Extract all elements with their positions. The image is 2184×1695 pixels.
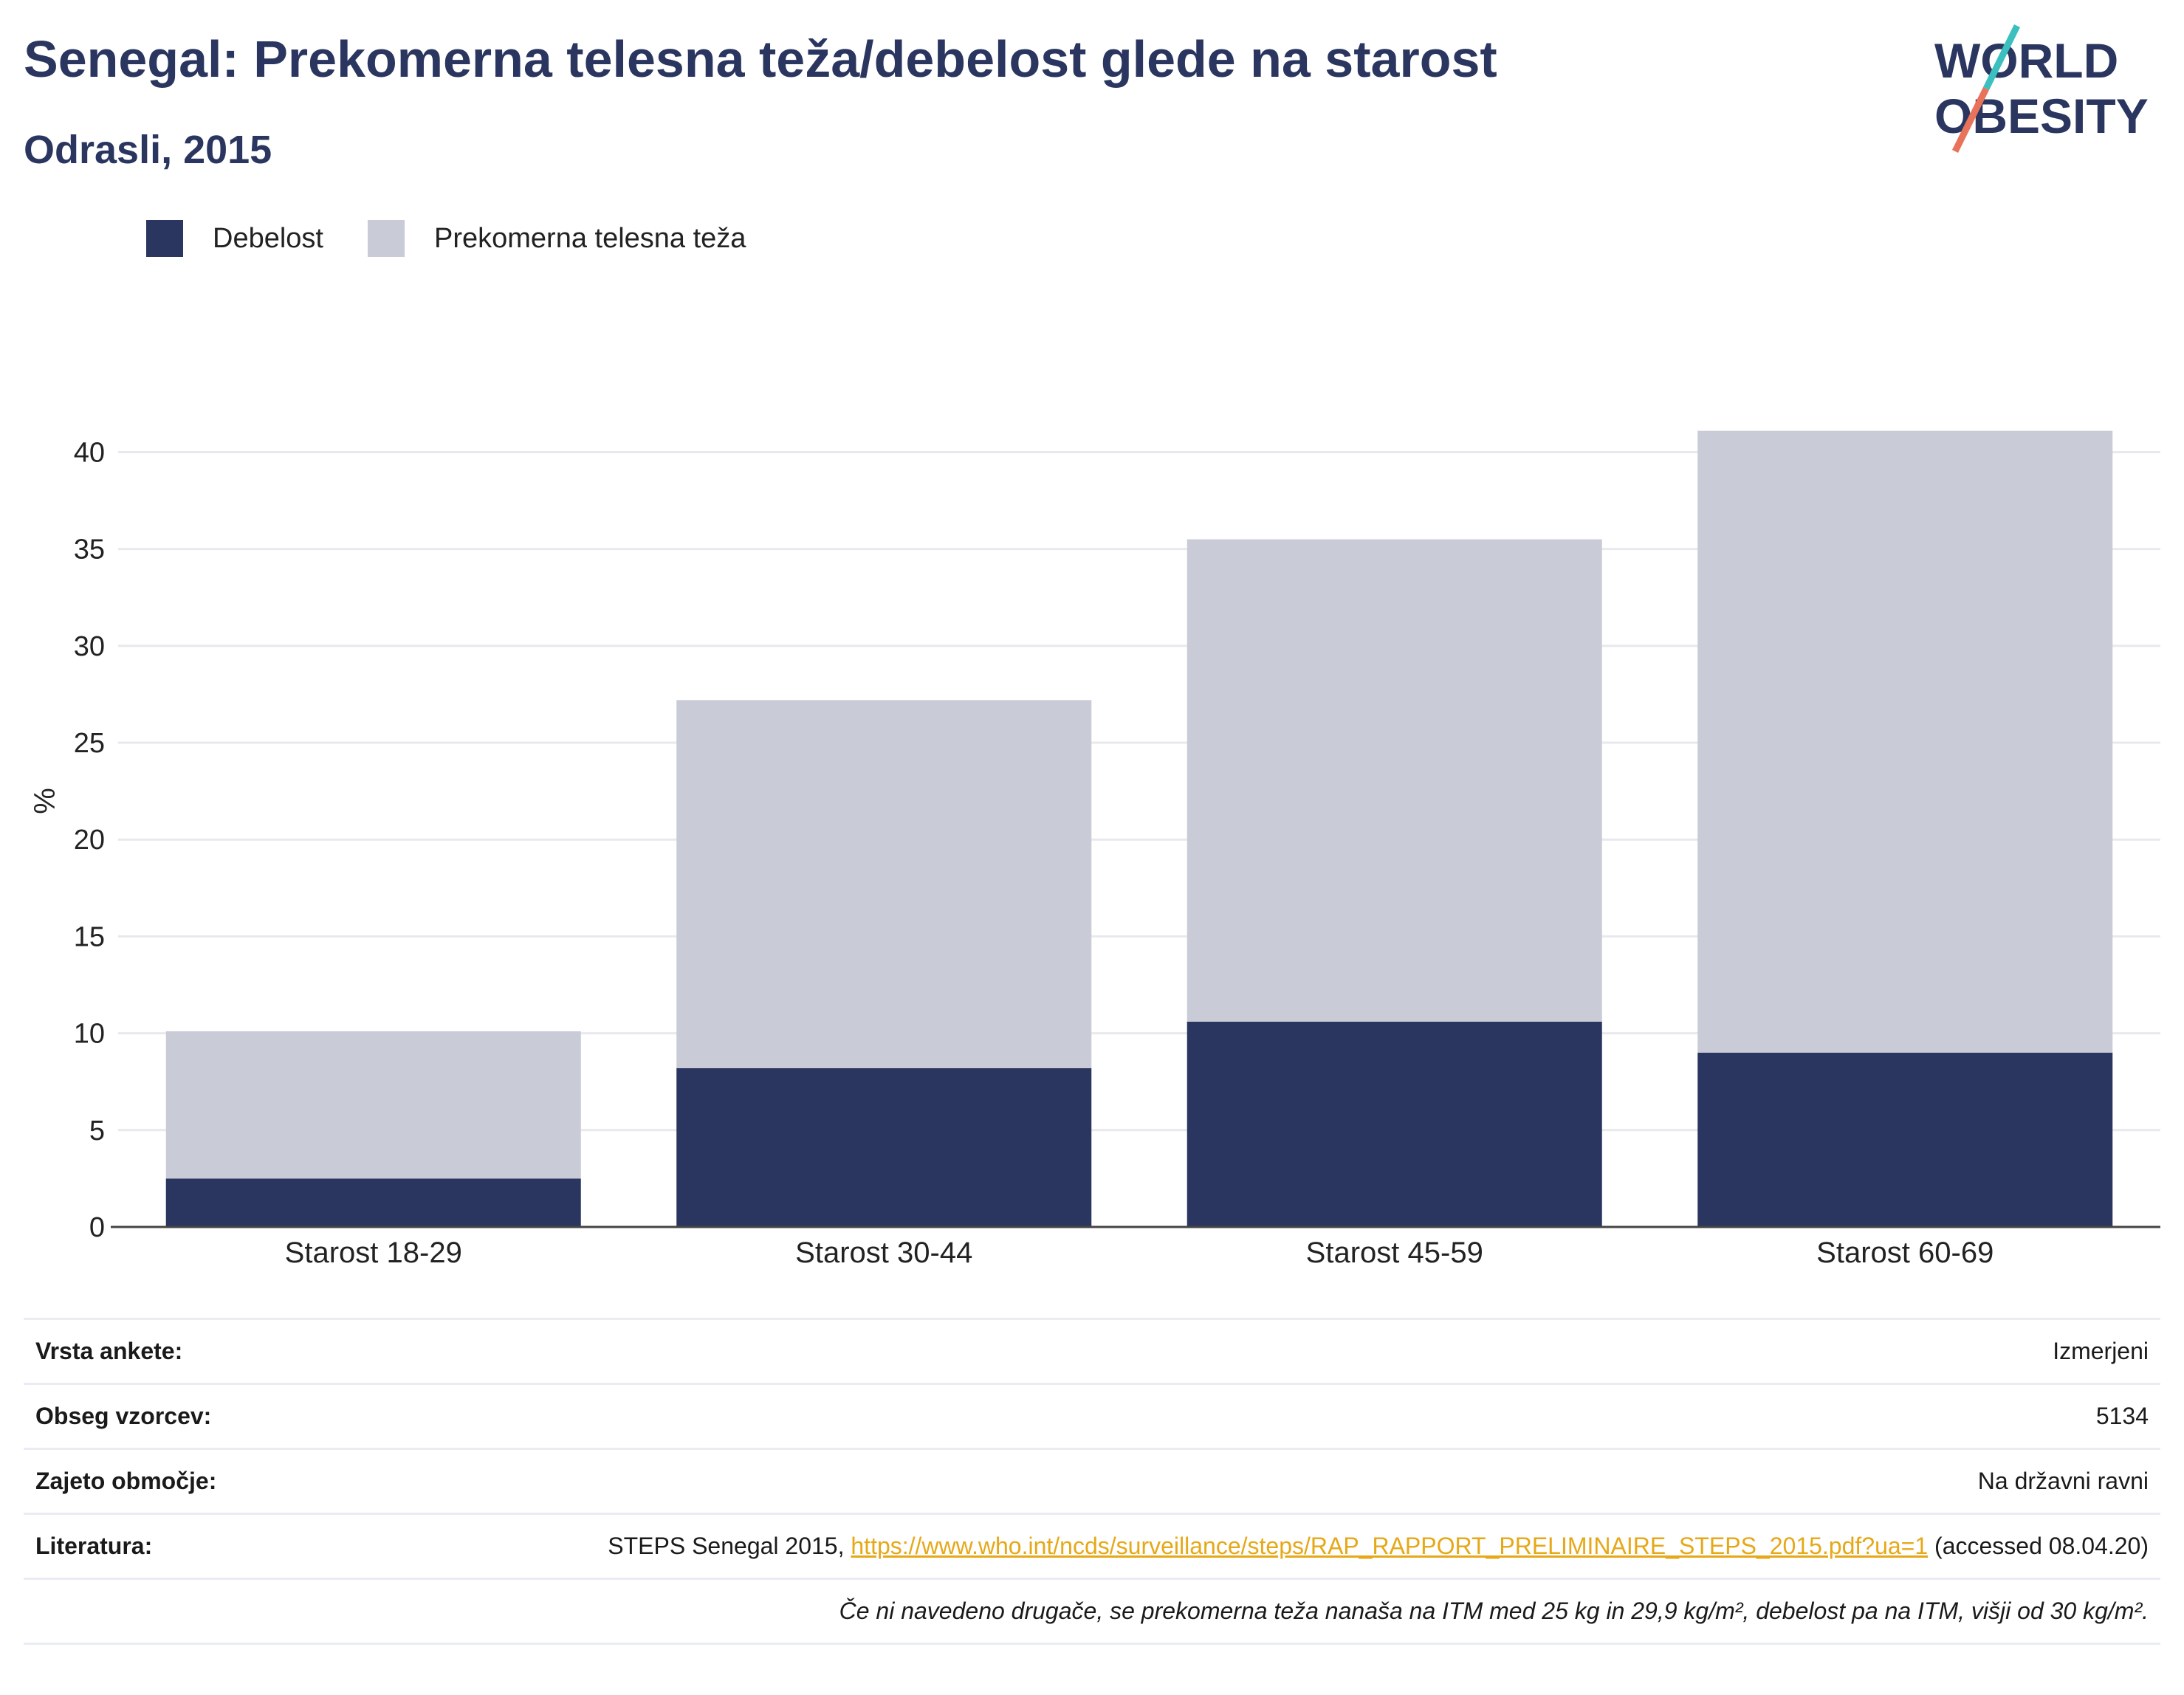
info-row-survey-type: Vrsta ankete: Izmerjeni — [24, 1318, 2160, 1383]
legend-item-overweight[interactable]: Prekomerna telesna teža — [367, 220, 746, 257]
logo-slash-coral — [1951, 87, 1990, 153]
literature-link[interactable]: https://www.who.int/ncds/surveillance/st… — [851, 1533, 1929, 1559]
info-row-sample-size: Obseg vzorcev: 5134 — [24, 1383, 2160, 1448]
bar-overweight — [1187, 539, 1602, 1022]
world-obesity-logo: WORLD OBESITY — [1934, 24, 2149, 153]
info-label: Zajeto območje: — [35, 1468, 217, 1494]
legend-swatch-overweight — [367, 220, 405, 257]
page-subtitle: Odrasli, 2015 — [24, 128, 272, 172]
page-title: Senegal: Prekomerna telesna teža/debelos… — [24, 30, 1497, 88]
stacked-bar-chart: 0 5 10 15 20 25 30 35 40% Starost 18-29 Starost 30… — [29, 430, 2160, 1269]
x-tick-label: Starost 45-59 — [1306, 1237, 1483, 1269]
y-tick-label: 20 — [74, 825, 105, 856]
bar-overweight — [1697, 430, 2113, 1053]
logo-slash-teal — [1982, 24, 2021, 90]
info-row-coverage: Zajeto območje: Na državni ravni — [24, 1448, 2160, 1513]
logo-line1: WORLD — [1934, 33, 2118, 88]
y-tick-label: 40 — [74, 437, 105, 468]
info-value: Na državni ravni — [1977, 1468, 2149, 1494]
bar-obesity — [676, 1067, 1092, 1227]
info-value: 5134 — [2095, 1403, 2149, 1429]
legend-label-overweight: Prekomerna telesna teža — [433, 222, 746, 254]
y-tick-label: 30 — [74, 631, 105, 662]
x-tick-label: Starost 30-44 — [795, 1237, 972, 1269]
legend-label-obesity: Debelost — [213, 222, 323, 254]
bar-obesity — [1697, 1052, 2113, 1227]
literature-prefix: STEPS Senegal 2015, — [608, 1533, 851, 1559]
bar-overweight — [165, 1031, 581, 1179]
bar-obesity — [1187, 1021, 1602, 1227]
info-label: Vrsta ankete: — [35, 1338, 183, 1364]
y-tick-label: 10 — [74, 1019, 105, 1050]
literature-suffix: (accessed 08.04.20) — [1928, 1533, 2149, 1559]
bar-obesity — [165, 1178, 581, 1227]
x-tick-label: Starost 60-69 — [1816, 1237, 1994, 1269]
info-label: Obseg vzorcev: — [35, 1403, 212, 1429]
legend-swatch-obesity — [146, 220, 183, 257]
info-label: Literatura: — [35, 1533, 153, 1559]
y-tick-label: 0 — [89, 1212, 105, 1243]
survey-info-table: Vrsta ankete: Izmerjeni Obseg vzorcev: 5… — [24, 1318, 2160, 1645]
y-tick-label: 15 — [74, 921, 105, 952]
y-tick-label: 25 — [74, 728, 105, 759]
bar-overweight — [676, 700, 1092, 1068]
info-row-literature: Literatura: STEPS Senegal 2015, https://… — [24, 1513, 2160, 1578]
y-axis-label: % — [29, 788, 61, 814]
info-value: Izmerjeni — [2053, 1338, 2149, 1364]
x-tick-label: Starost 18-29 — [285, 1237, 462, 1269]
y-tick-label: 35 — [74, 534, 105, 565]
y-tick-label: 5 — [89, 1115, 105, 1146]
chart-legend: Debelost Prekomerna telesna teža — [146, 220, 790, 257]
info-value: STEPS Senegal 2015, https://www.who.int/… — [608, 1533, 2149, 1560]
footnote: Če ni navedeno drugače, se prekomerna te… — [24, 1578, 2160, 1645]
legend-item-obesity[interactable]: Debelost — [146, 220, 323, 257]
